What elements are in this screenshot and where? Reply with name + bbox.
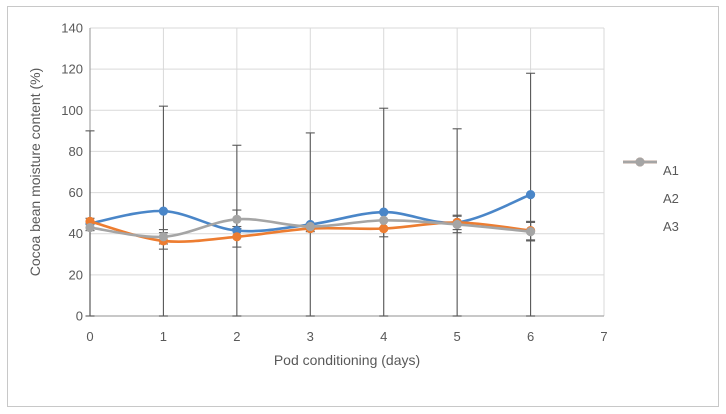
legend-label: A2 [663,190,679,206]
y-tick-label: 80 [69,144,83,159]
y-tick-label: 100 [61,103,83,118]
marker-A3-day0 [85,222,95,233]
legend-item-a3: A3 [623,157,713,240]
legend-label: A1 [663,162,679,178]
x-tick-label: 4 [380,329,387,344]
chart-border [7,6,719,407]
marker-A2-day2 [232,232,242,242]
y-tick-label: 140 [61,21,83,36]
marker-A3-day5 [452,219,462,230]
x-tick-label: 7 [600,329,607,344]
marker-A2-day4 [379,223,389,234]
marker-A3-day3 [305,221,315,232]
marker-A3-day6 [525,227,536,237]
legend-line-marker-icon [623,157,657,232]
marker-A1-day4 [379,207,389,217]
y-tick-label: 20 [69,267,83,282]
x-tick-label: 0 [86,329,93,344]
x-axis-title: Pod conditioning (days) [274,352,420,368]
y-tick-label: 120 [61,62,83,77]
x-tick-label: 1 [160,329,167,344]
marker-A3-day1 [158,232,169,242]
y-tick-label: 60 [69,185,83,200]
legend-item-a2: A2 [623,157,713,212]
y-tick-label: 40 [69,226,83,241]
legend-line-marker-icon [623,157,657,204]
x-tick-label: 2 [233,329,240,344]
x-tick-label: 5 [454,329,461,344]
x-tick-label: 6 [527,329,534,344]
legend-label: A3 [663,218,679,234]
marker-A1-day1 [158,206,169,216]
chart-legend: A1 A2 A3 [623,156,713,240]
y-tick-label: 0 [76,309,83,324]
x-tick-label: 3 [307,329,314,344]
marker-A3-day4 [379,215,389,225]
marker-A3-day2 [232,214,242,224]
marker-A1-day6 [525,190,536,200]
y-axis-title: Cocoa bean moisture content (%) [27,68,43,277]
